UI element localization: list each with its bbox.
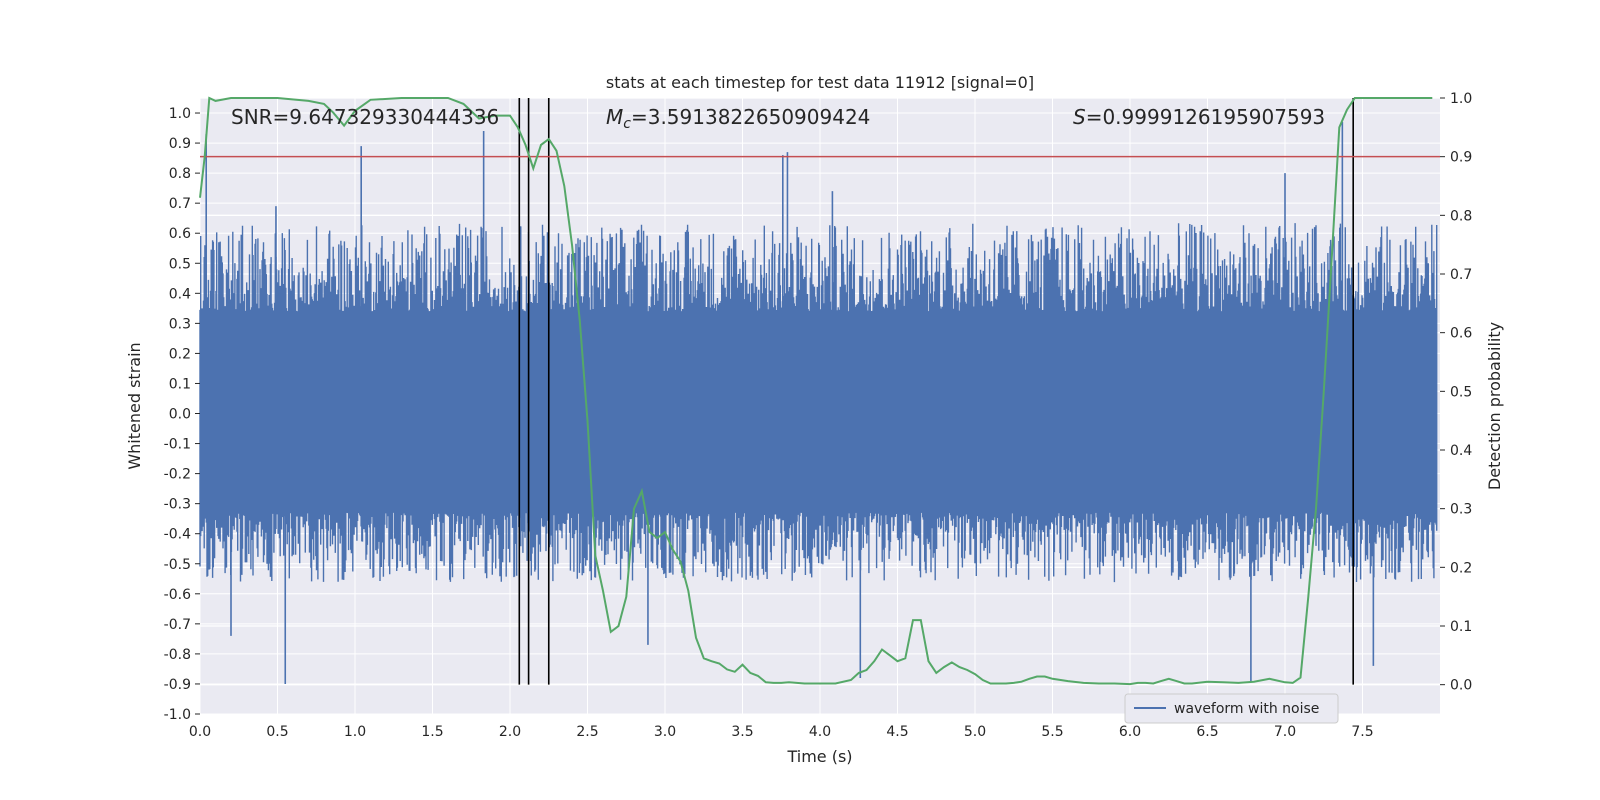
y-tick-label: -0.3 (164, 497, 191, 513)
waveform-noise (199, 223, 1438, 583)
s-annotation: S=0.9999126195907593 (1073, 105, 1325, 129)
x-tick-label: 7.0 (1274, 724, 1296, 740)
y-axis-label: Whitened strain (125, 342, 144, 469)
x-tick-label: 3.5 (731, 724, 753, 740)
y-tick-label: 0.4 (169, 286, 191, 302)
y-tick-label: 0.6 (169, 226, 191, 242)
y-tick-label: 0.1 (169, 376, 191, 392)
x-tick-label: 2.5 (576, 724, 598, 740)
y2-tick-label: 0.2 (1450, 560, 1472, 576)
x-axis-label: Time (s) (786, 747, 852, 766)
snr-annotation: SNR=9.647329330444336 (231, 105, 499, 129)
vertical-markers (518, 98, 1354, 685)
x-tick-label: 2.0 (499, 724, 521, 740)
y-tick-label: -0.5 (164, 557, 191, 573)
y-tick-label: 1.0 (169, 106, 191, 122)
mc-value: =3.5913822650909424 (631, 105, 870, 129)
y-tick-label: -0.6 (164, 587, 191, 603)
y2-tick-label: 0.5 (1450, 384, 1472, 400)
mc-symbol: M (606, 105, 623, 129)
y-tick-label: -0.2 (164, 467, 191, 483)
x-tick-label: 6.5 (1196, 724, 1218, 740)
y-tick-label: 0.5 (169, 256, 191, 272)
y2-tick-labels: 1.0 0.9 0.8 0.7 0.6 0.5 0.4 0.3 0.2 0.1 0.0 (1440, 91, 1472, 694)
legend-label-waveform: waveform with noise (1174, 701, 1319, 717)
s-symbol: S (1073, 105, 1086, 129)
x-tick-label: 5.0 (964, 724, 986, 740)
y-tick-label: 0.2 (169, 346, 191, 362)
x-tick-label: 1.0 (344, 724, 366, 740)
waveform-series (199, 122, 1438, 684)
y-tick-labels: 1.0 0.9 0.8 0.7 0.6 0.5 0.4 0.3 0.2 0.1 0.0 -0.1 -0.… (164, 106, 200, 723)
x-tick-label: 0.5 (266, 724, 288, 740)
mc-annotation: Mc=3.5913822650909424 (606, 105, 870, 132)
x-tick-label: 1.5 (421, 724, 443, 740)
y-tick-label: 0.9 (169, 136, 191, 152)
y-tick-label: -0.4 (164, 527, 191, 543)
y2-tick-label: 1.0 (1450, 91, 1472, 107)
y-tick-label: 0.0 (169, 407, 191, 423)
x-tick-labels: 0.0 0.5 1.0 1.5 2.0 2.5 3.0 3.5 4.0 4.5 5.0 5.5 6.0 6… (189, 724, 1374, 740)
y2-axis-label: Detection probability (1485, 322, 1504, 490)
x-tick-label: 3.0 (654, 724, 676, 740)
y2-tick-label: 0.4 (1450, 443, 1472, 459)
y-tick-label: 0.3 (169, 316, 191, 332)
y2-tick-label: 0.9 (1450, 150, 1472, 166)
probability-line (199, 96, 1433, 686)
legend: waveform with noise (1124, 693, 1339, 724)
x-tick-label: 5.5 (1041, 724, 1063, 740)
y-tick-label: -1.0 (164, 707, 191, 723)
y-tick-label: 0.8 (169, 166, 191, 182)
s-value: =0.9999126195907593 (1086, 105, 1325, 129)
y2-tick-label: 0.3 (1450, 502, 1472, 518)
y2-tick-label: 0.0 (1450, 678, 1472, 694)
x-tick-label: 4.0 (809, 724, 831, 740)
chart-title: stats at each timestep for test data 119… (606, 73, 1034, 92)
y-tick-label: -0.8 (164, 647, 191, 663)
y-tick-label: -0.1 (164, 437, 191, 453)
y2-tick-label: 0.7 (1450, 267, 1472, 283)
mc-subscript: c (623, 116, 631, 132)
probability-series (199, 96, 1433, 686)
x-tick-label: 6.0 (1119, 724, 1141, 740)
x-tick-label: 0.0 (189, 724, 211, 740)
x-tick-label: 4.5 (886, 724, 908, 740)
y-tick-label: -0.7 (164, 617, 191, 633)
y2-tick-label: 0.8 (1450, 208, 1472, 224)
y2-tick-label: 0.6 (1450, 326, 1472, 342)
x-tick-label: 7.5 (1351, 724, 1373, 740)
y2-tick-label: 0.1 (1450, 619, 1472, 635)
y-tick-label: 0.7 (169, 196, 191, 212)
legend-box (1124, 693, 1339, 724)
y-tick-label: -0.9 (164, 677, 191, 693)
